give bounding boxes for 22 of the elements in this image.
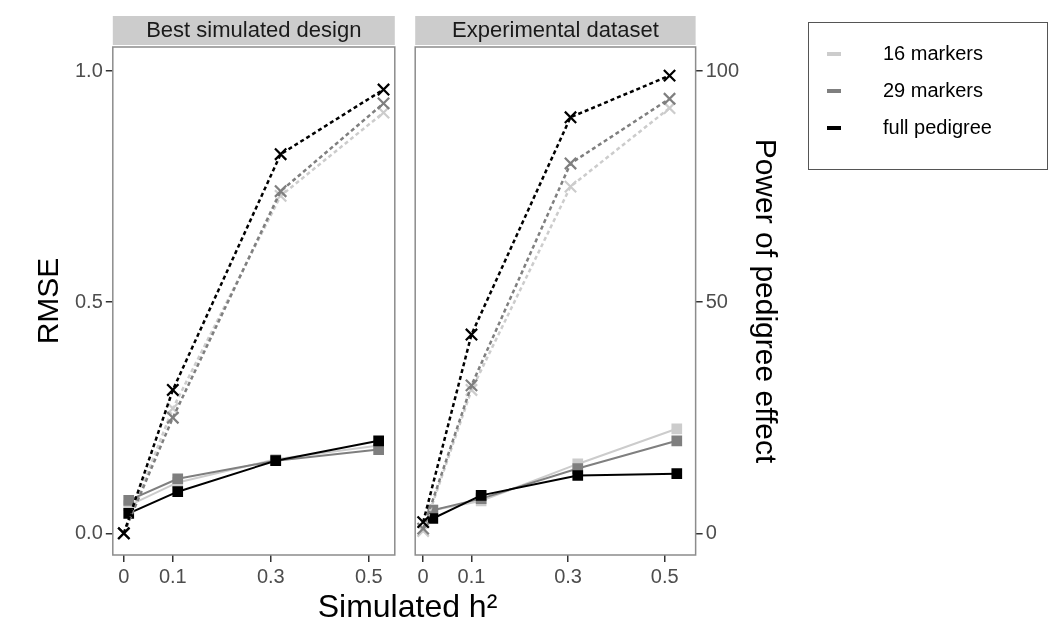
x-axis-title: Simulated h² <box>316 588 499 625</box>
legend-label: 29 markers <box>883 79 984 102</box>
x-tick-label: 0.1 <box>457 564 486 587</box>
x-tick-label: 0.1 <box>158 564 187 587</box>
y2-tick-label: 100 <box>705 58 740 81</box>
legend-label: full pedigree <box>883 116 992 139</box>
chart-title: Best simulated design <box>146 17 362 43</box>
y2-tick-label: 50 <box>705 289 728 312</box>
y-tick-label: 0.0 <box>74 520 103 543</box>
y2-tick-label: 0 <box>705 520 717 543</box>
x-tick-label: 0.3 <box>554 564 582 587</box>
y2-axis-title: Power of pedigree effect <box>749 138 783 464</box>
y-tick-label: 1.0 <box>74 58 103 81</box>
x-tick-label: 0 <box>118 564 130 587</box>
x-tick-label: 0 <box>417 564 429 587</box>
y-tick-label: 0.5 <box>74 289 103 312</box>
x-tick-label: 0.5 <box>650 564 679 587</box>
y-axis-title: RMSE <box>31 257 65 345</box>
x-tick-label: 0.3 <box>256 564 285 587</box>
chart-title: Experimental dataset <box>452 17 659 43</box>
x-tick-label: 0.5 <box>354 564 383 587</box>
legend-label: 16 markers <box>883 42 984 65</box>
